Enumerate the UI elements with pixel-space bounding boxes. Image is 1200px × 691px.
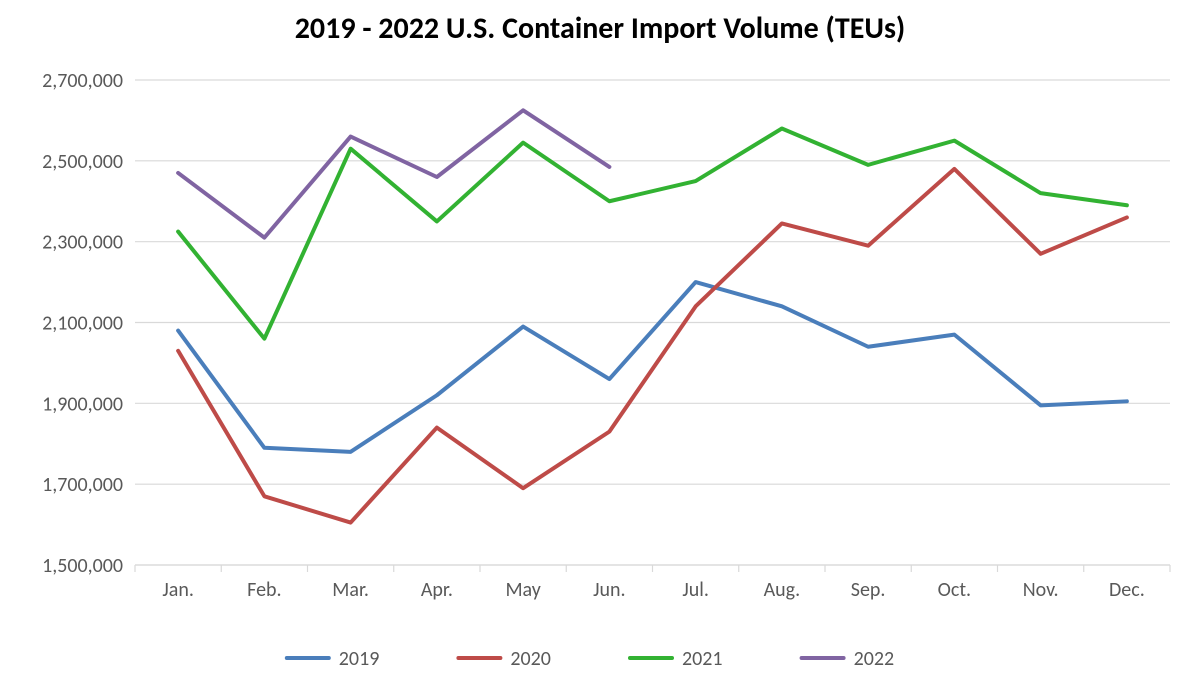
- x-tick-label: Jul.: [682, 578, 709, 602]
- x-tick-label: Sep.: [851, 578, 886, 602]
- y-tick-label: 2,500,000: [42, 150, 123, 174]
- y-tick-label: 2,300,000: [42, 231, 123, 255]
- legend-label-2020: 2020: [510, 647, 551, 671]
- legend-label-2022: 2022: [854, 647, 895, 671]
- x-tick-label: Oct.: [938, 578, 971, 602]
- legend-label-2019: 2019: [339, 647, 380, 671]
- y-tick-label: 1,900,000: [42, 392, 123, 416]
- x-tick-label: Nov.: [1023, 578, 1059, 602]
- y-tick-label: 2,700,000: [42, 69, 123, 93]
- y-tick-label: 2,100,000: [42, 312, 123, 336]
- x-tick-label: Dec.: [1109, 578, 1145, 602]
- x-tick-label: Feb.: [247, 578, 281, 602]
- chart-title: 2019 - 2022 U.S. Container Import Volume…: [295, 10, 906, 47]
- x-tick-label: May: [505, 578, 540, 602]
- line-chart: 2019 - 2022 U.S. Container Import Volume…: [0, 0, 1200, 691]
- chart-container: 2019 - 2022 U.S. Container Import Volume…: [0, 0, 1200, 691]
- x-tick-label: Mar.: [332, 578, 369, 602]
- x-tick-label: Apr.: [421, 578, 453, 602]
- y-tick-label: 1,700,000: [42, 473, 123, 497]
- x-tick-label: Aug.: [764, 578, 801, 602]
- x-tick-label: Jan.: [162, 578, 194, 602]
- y-tick-label: 1,500,000: [42, 554, 123, 578]
- legend-label-2021: 2021: [682, 647, 723, 671]
- x-tick-label: Jun.: [593, 578, 625, 602]
